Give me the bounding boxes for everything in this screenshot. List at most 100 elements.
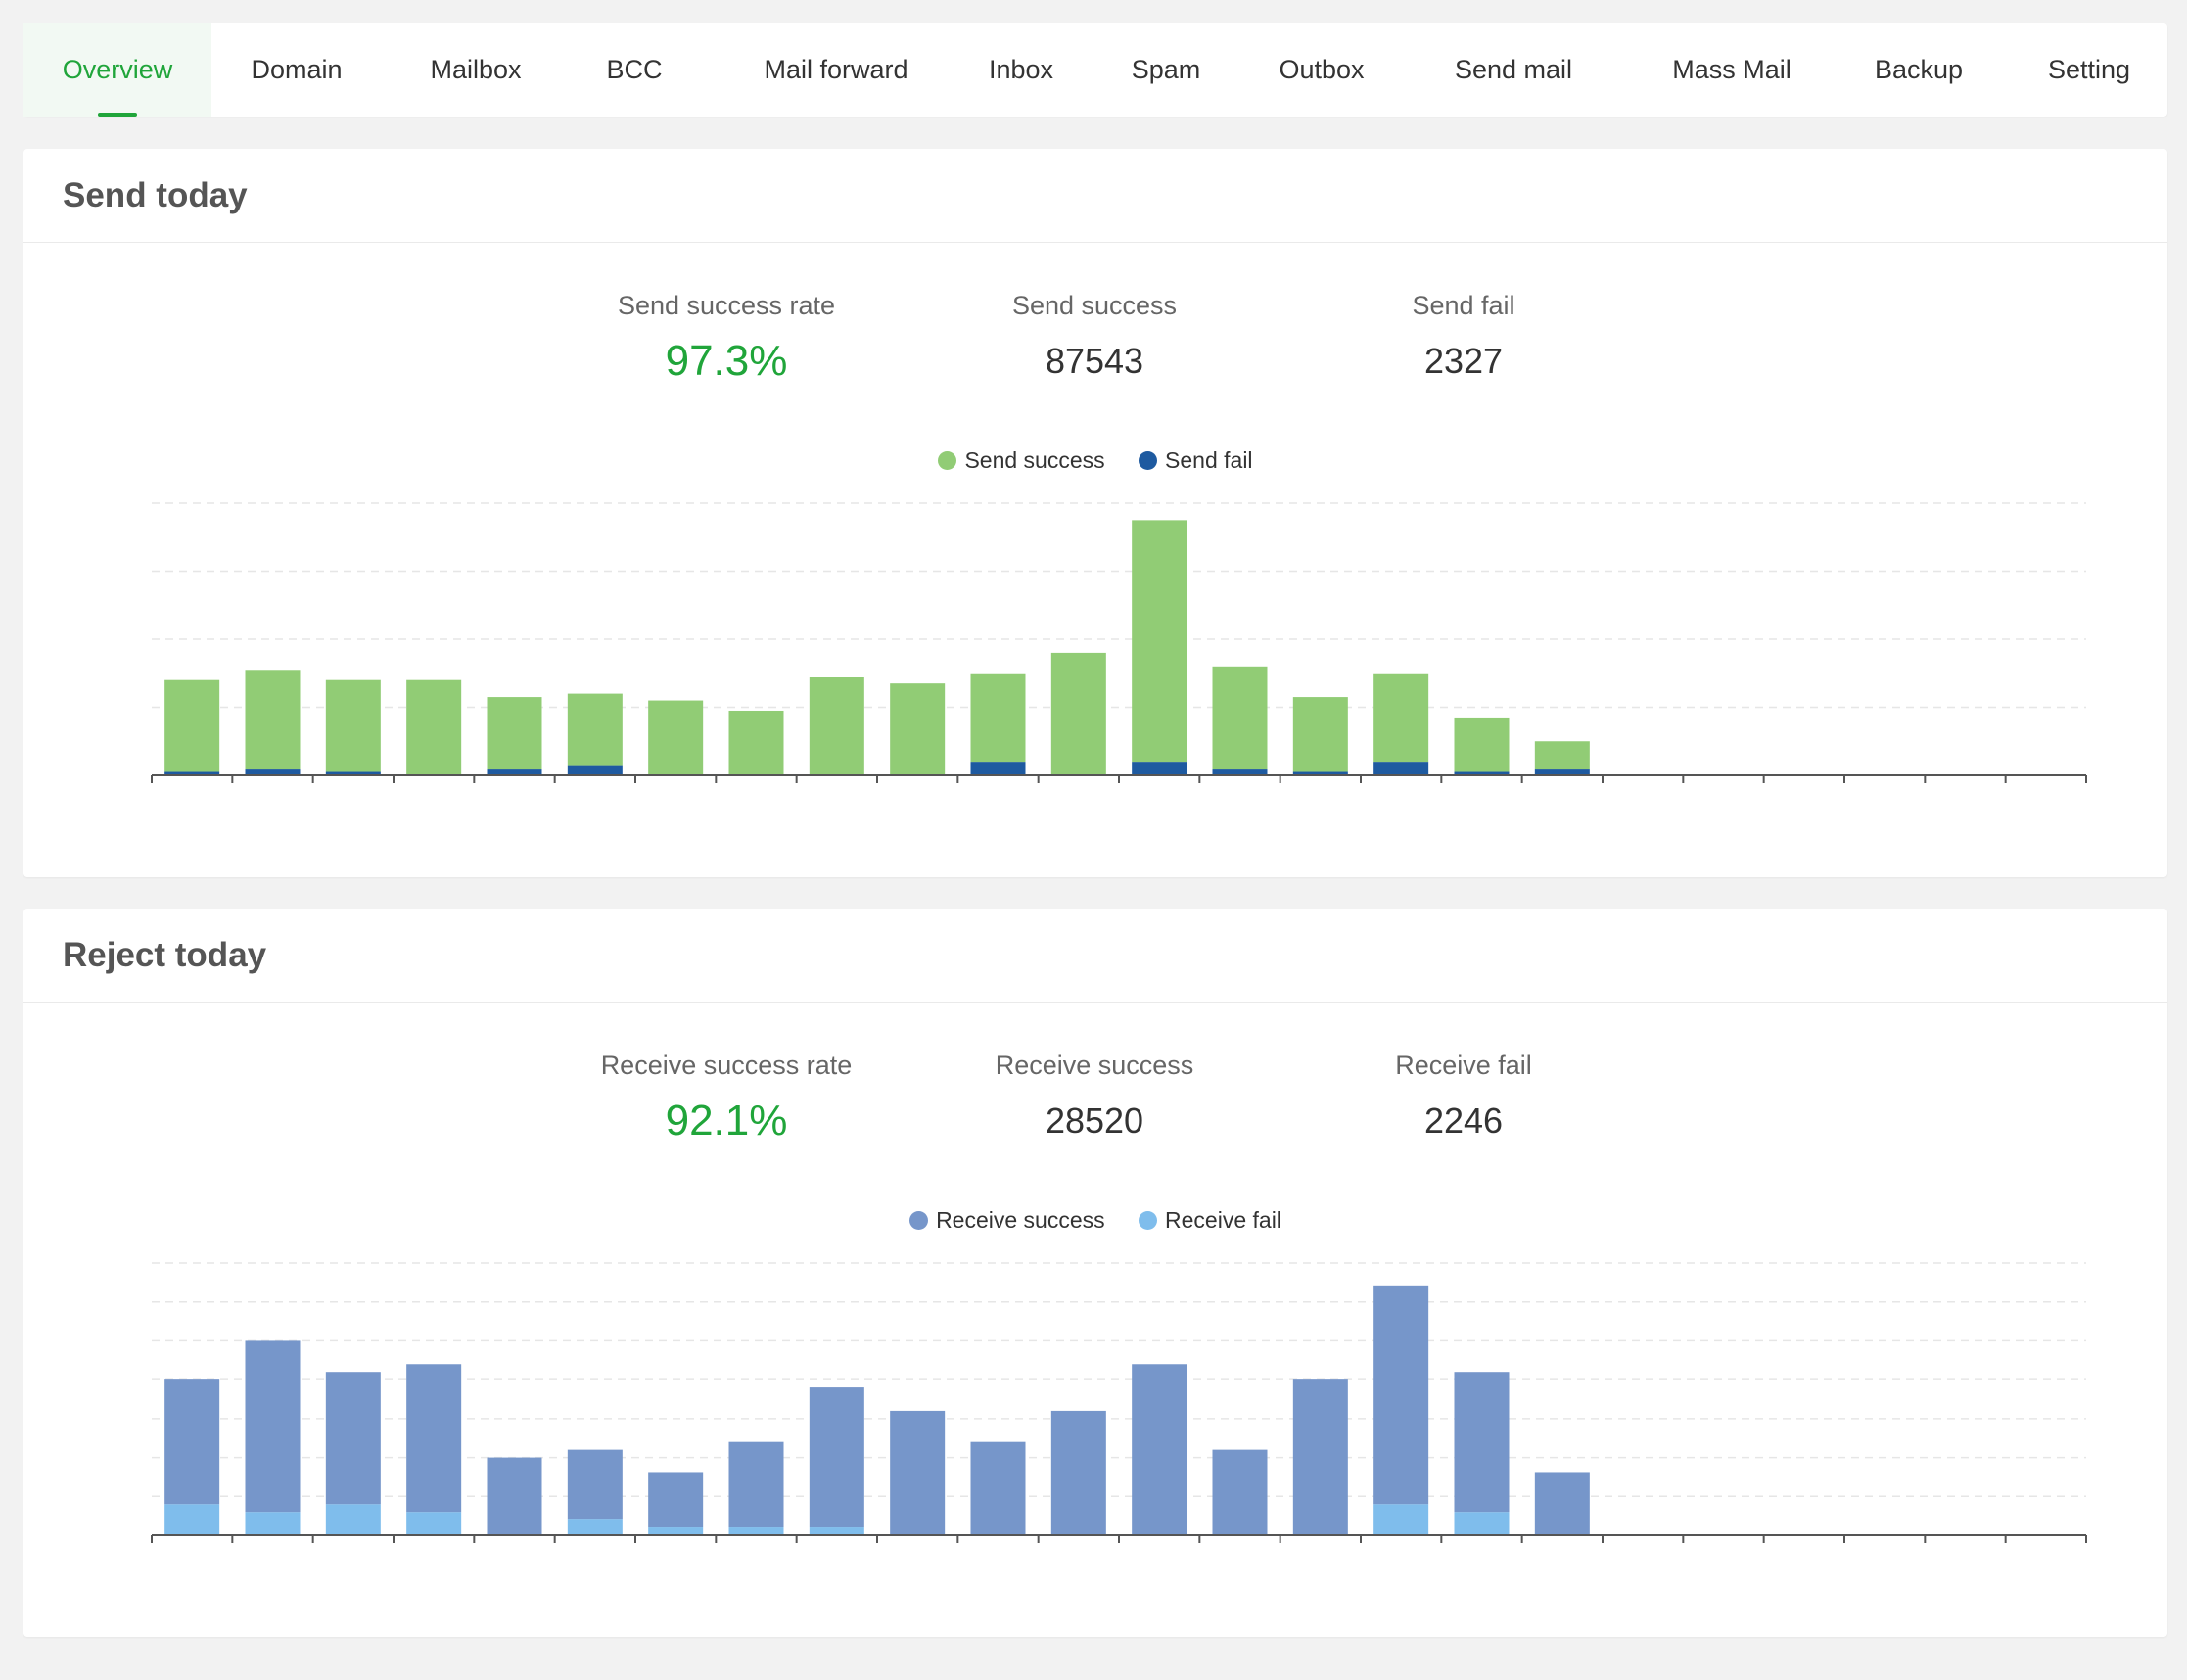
- send-chart-bar-fail-01:00[interactable]: [245, 769, 301, 775]
- tab-setting[interactable]: Setting: [2047, 55, 2131, 84]
- receive-fail-value: 2246: [1423, 1100, 1504, 1141]
- send-chart-bar-success-14:00[interactable]: [1292, 697, 1348, 772]
- reject-today-chart: 00:0001:0002:0003:0004:0005:0006:0007:00…: [151, 1262, 2087, 1543]
- reject-today-title: Reject today: [23, 909, 2167, 1003]
- send-chart-bar-success-16:00[interactable]: [1454, 717, 1510, 772]
- reject-chart-bar-success-02:00[interactable]: [325, 1372, 381, 1505]
- tab-outbox[interactable]: Outbox: [1279, 55, 1365, 84]
- send-chart-bar-fail-02:00[interactable]: [325, 771, 381, 775]
- legend-send-fail[interactable]: Send fail: [1139, 445, 1253, 475]
- legend-send-success-label: Send success: [964, 447, 1105, 473]
- legend-receive-fail-dot: [1139, 1211, 1158, 1230]
- send-chart-bar-success-05:00[interactable]: [567, 693, 623, 766]
- send-chart-bar-success-06:00[interactable]: [648, 700, 704, 775]
- send-rate-stat: Send success rate 97.3%: [560, 286, 893, 384]
- send-fail-label: Send fail: [1412, 291, 1515, 320]
- reject-chart-bar-fail-06:00[interactable]: [648, 1527, 704, 1535]
- reject-chart-bar-success-14:00[interactable]: [1292, 1379, 1348, 1535]
- send-today-panel: Send today Send success rate 97.3% Send …: [23, 149, 2167, 877]
- reject-chart-bar-fail-00:00[interactable]: [164, 1504, 220, 1535]
- send-chart-bar-success-10:00[interactable]: [970, 673, 1026, 763]
- tab-backup[interactable]: Backup: [1874, 55, 1964, 84]
- reject-chart-bar-success-08:00[interactable]: [809, 1387, 864, 1528]
- send-chart-bar-fail-13:00[interactable]: [1212, 769, 1268, 775]
- send-chart-bar-success-03:00[interactable]: [406, 679, 462, 775]
- reject-chart-bar-success-01:00[interactable]: [245, 1340, 301, 1513]
- send-chart-bar-success-13:00[interactable]: [1212, 666, 1268, 770]
- reject-chart-bar-success-10:00[interactable]: [970, 1441, 1026, 1535]
- send-chart-bar-fail-16:00[interactable]: [1454, 771, 1510, 775]
- reject-chart-bar-success-07:00[interactable]: [728, 1441, 784, 1528]
- reject-chart-bar-success-13:00[interactable]: [1212, 1449, 1268, 1535]
- reject-chart-bar-success-03:00[interactable]: [406, 1364, 462, 1513]
- reject-chart-bar-fail-08:00[interactable]: [809, 1527, 864, 1535]
- reject-chart-bar-fail-02:00[interactable]: [325, 1504, 381, 1535]
- legend-send-success-dot: [938, 451, 957, 470]
- send-success-value: 87543: [1045, 341, 1144, 381]
- receive-rate-value: 92.1%: [665, 1097, 788, 1144]
- reject-chart-bar-success-06:00[interactable]: [648, 1472, 704, 1528]
- reject-chart-bar-success-12:00[interactable]: [1132, 1364, 1187, 1535]
- legend-send-fail-label: Send fail: [1165, 447, 1253, 473]
- tab-domain[interactable]: Domain: [251, 55, 343, 84]
- tab-send-mail[interactable]: Send mail: [1454, 55, 1573, 84]
- receive-rate-stat: Receive success rate 92.1%: [560, 1046, 893, 1143]
- send-chart-bar-fail-15:00[interactable]: [1373, 762, 1429, 775]
- send-chart-bar-fail-04:00[interactable]: [487, 769, 542, 775]
- send-chart-bar-fail-05:00[interactable]: [567, 765, 623, 775]
- send-chart-bar-success-15:00[interactable]: [1373, 673, 1429, 763]
- reject-chart-bar-success-15:00[interactable]: [1373, 1285, 1429, 1505]
- send-chart-bar-success-00:00[interactable]: [164, 679, 220, 772]
- tab-bcc[interactable]: BCC: [606, 55, 663, 84]
- send-chart-legend: Send success Send fail: [23, 445, 2167, 475]
- send-chart-bar-success-11:00[interactable]: [1050, 652, 1106, 775]
- send-chart-bar-success-08:00[interactable]: [809, 677, 864, 775]
- reject-chart-bar-fail-03:00[interactable]: [406, 1512, 462, 1535]
- tab-overview[interactable]: Overview: [23, 23, 211, 117]
- reject-chart-bar-fail-01:00[interactable]: [245, 1512, 301, 1535]
- send-rate-value: 97.3%: [665, 337, 788, 385]
- reject-chart-bar-success-17:00[interactable]: [1534, 1472, 1590, 1535]
- send-chart-bar-success-07:00[interactable]: [728, 710, 784, 775]
- send-chart-bar-fail-00:00[interactable]: [164, 771, 220, 775]
- send-chart-bar-success-02:00[interactable]: [325, 679, 381, 772]
- reject-chart-bar-fail-07:00[interactable]: [728, 1527, 784, 1535]
- reject-chart-bar-success-09:00[interactable]: [890, 1410, 946, 1535]
- send-today-title: Send today: [23, 149, 2167, 243]
- tab-inbox[interactable]: Inbox: [988, 55, 1054, 84]
- send-fail-value: 2327: [1423, 341, 1504, 381]
- send-chart-bar-success-01:00[interactable]: [245, 670, 301, 770]
- reject-chart-bar-success-04:00[interactable]: [487, 1457, 542, 1535]
- legend-receive-fail[interactable]: Receive fail: [1139, 1205, 1281, 1235]
- legend-receive-success[interactable]: Receive success: [909, 1205, 1105, 1235]
- tab-spam[interactable]: Spam: [1131, 55, 1201, 84]
- reject-chart-bar-success-05:00[interactable]: [567, 1449, 623, 1520]
- send-chart-bar-fail-12:00[interactable]: [1132, 762, 1187, 775]
- send-chart-bar-success-04:00[interactable]: [487, 697, 542, 770]
- send-success-label: Send success: [1011, 291, 1178, 320]
- reject-chart-bar-fail-15:00[interactable]: [1373, 1504, 1429, 1535]
- tab-mailbox[interactable]: Mailbox: [430, 55, 522, 84]
- receive-chart-legend: Receive success Receive fail: [23, 1205, 2167, 1235]
- reject-chart-bar-fail-16:00[interactable]: [1454, 1512, 1510, 1535]
- send-rate-label: Send success rate: [617, 291, 836, 320]
- send-fail-stat: Send fail 2327: [1297, 286, 1630, 384]
- send-chart-bar-fail-14:00[interactable]: [1292, 771, 1348, 775]
- reject-chart-bar-success-11:00[interactable]: [1050, 1410, 1106, 1535]
- send-chart-bar-success-12:00[interactable]: [1132, 520, 1187, 763]
- receive-success-stat: Receive success 28520: [928, 1046, 1261, 1143]
- legend-receive-fail-label: Receive fail: [1165, 1207, 1281, 1233]
- tab-bar: Overview Domain Mailbox BCC Mail forward…: [23, 23, 2167, 117]
- reject-chart-bar-success-16:00[interactable]: [1454, 1372, 1510, 1513]
- receive-rate-label: Receive success rate: [600, 1050, 853, 1080]
- reject-chart-bar-success-00:00[interactable]: [164, 1379, 220, 1505]
- tab-mass-mail[interactable]: Mass Mail: [1672, 55, 1791, 84]
- send-chart-bar-fail-10:00[interactable]: [970, 762, 1026, 775]
- reject-chart-bar-fail-05:00[interactable]: [567, 1519, 623, 1535]
- send-today-chart: 00:0001:0002:0003:0004:0005:0006:0007:00…: [151, 502, 2087, 783]
- legend-send-success[interactable]: Send success: [938, 445, 1105, 475]
- tab-mail-forward[interactable]: Mail forward: [764, 55, 908, 84]
- send-chart-bar-fail-17:00[interactable]: [1534, 769, 1590, 775]
- send-chart-bar-success-17:00[interactable]: [1534, 741, 1590, 770]
- send-chart-bar-success-09:00[interactable]: [890, 683, 946, 775]
